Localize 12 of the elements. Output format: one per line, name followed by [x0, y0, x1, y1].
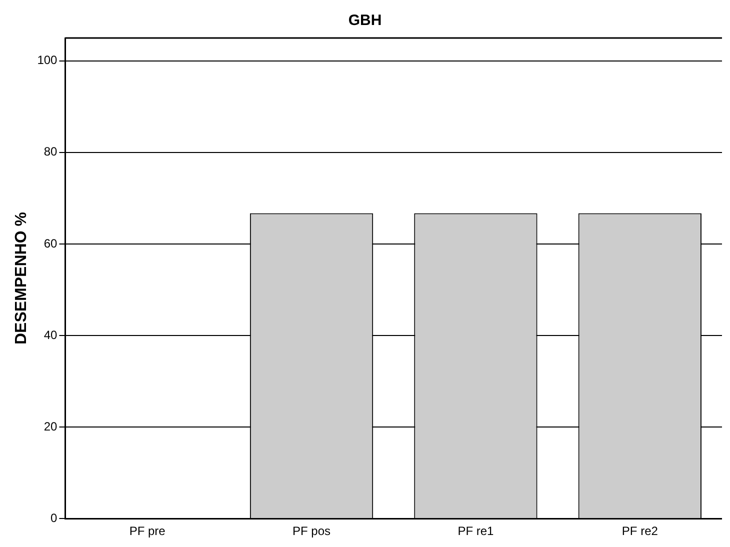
x-tick-label: PF re2: [622, 524, 658, 538]
y-tick-label: 40: [44, 328, 58, 342]
y-tick-label: 100: [37, 53, 58, 68]
y-axis-title: DESEMPENHO %: [13, 212, 30, 345]
x-tick-label: PF re1: [458, 524, 494, 538]
chart-title: GBH: [348, 12, 382, 30]
y-tick-label: 20: [44, 419, 58, 434]
x-tick-label: PF pos: [292, 524, 331, 538]
y-tick-label: 0: [50, 510, 58, 525]
y-tick-label: 60: [44, 236, 58, 250]
y-tick-label: 80: [44, 144, 58, 159]
x-tick-label: PF pre: [129, 524, 166, 538]
